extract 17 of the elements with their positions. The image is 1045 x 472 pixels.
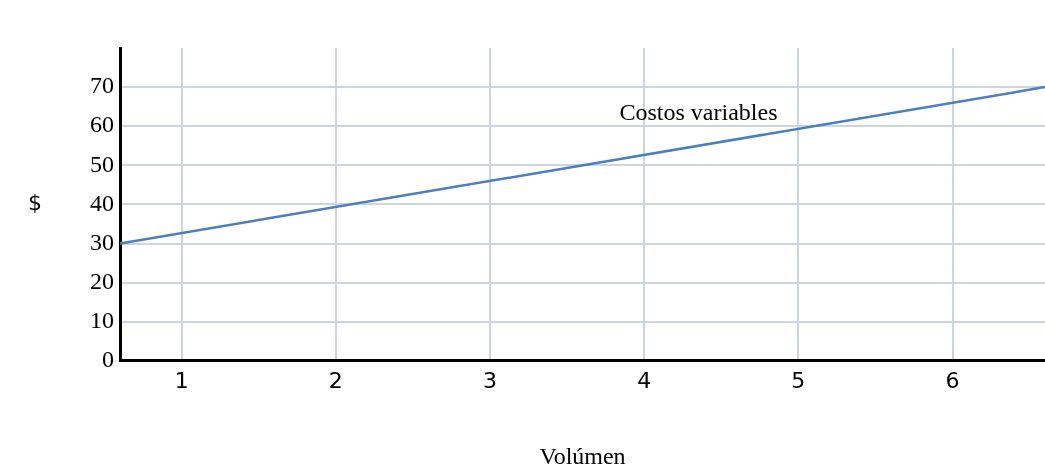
x-tick-label: 5 bbox=[791, 367, 806, 393]
y-axis-title: $ bbox=[28, 190, 42, 216]
y-tick-label: 60 bbox=[90, 111, 114, 138]
y-tick-label: 30 bbox=[90, 228, 114, 255]
x-tick-label: 3 bbox=[483, 367, 497, 393]
y-tick-label: 20 bbox=[90, 267, 114, 294]
y-tick-label: 0 bbox=[102, 346, 114, 373]
y-tick-label: 40 bbox=[90, 189, 114, 216]
x-tick-label: 2 bbox=[328, 367, 343, 393]
x-tick-label: 6 bbox=[945, 367, 960, 393]
series-label: Costos variables bbox=[619, 99, 778, 126]
y-tick-label: 70 bbox=[90, 72, 114, 99]
y-tick-label: 10 bbox=[90, 307, 114, 333]
y-tick-label: 50 bbox=[90, 150, 114, 177]
x-axis-title: Volúmen bbox=[539, 442, 626, 469]
x-tick-label: 4 bbox=[637, 367, 652, 393]
x-tick-label: 1 bbox=[174, 367, 189, 393]
